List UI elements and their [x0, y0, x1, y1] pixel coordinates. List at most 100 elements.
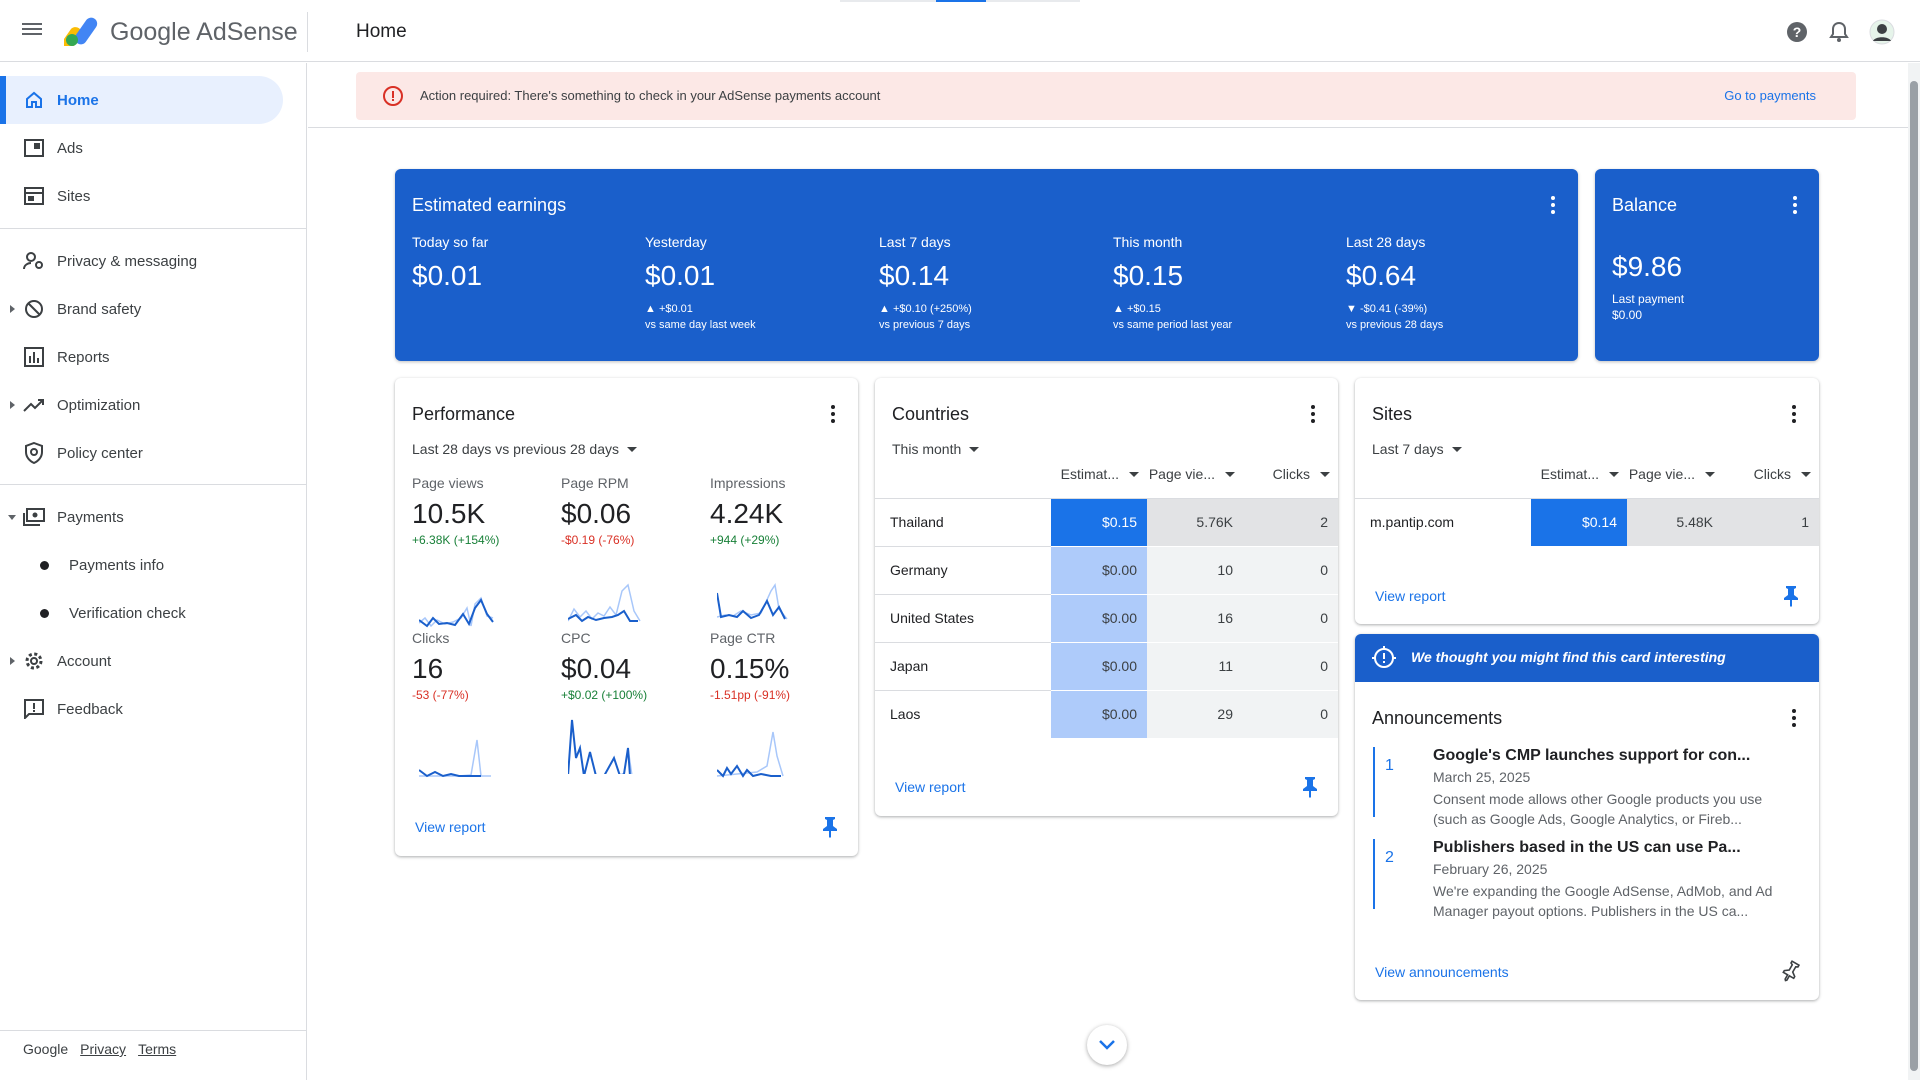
- column-header-page-views[interactable]: Page vie...: [1627, 451, 1723, 498]
- earnings-cell: $0.00: [1051, 546, 1147, 595]
- metric-page-rpm[interactable]: Page RPM $0.06 -$0.19 (-76%): [561, 475, 701, 547]
- period-compare: vs same day last week: [645, 319, 756, 331]
- earnings-yesterday: Yesterday $0.01 ▲ +$0.01 vs same day last…: [645, 234, 865, 333]
- sidebar-item-payments[interactable]: Payments: [8, 493, 283, 541]
- column-header-earnings[interactable]: Estimat...: [1531, 451, 1627, 498]
- card-title: Countries: [892, 404, 970, 424]
- more-options-icon[interactable]: [1782, 402, 1806, 426]
- loading-strip: [840, 0, 1080, 2]
- metric-value: 16: [412, 653, 444, 684]
- sidebar-item-label: Optimization: [57, 396, 141, 414]
- privacy-link[interactable]: Privacy: [80, 1041, 127, 1057]
- sidebar-item-feedback[interactable]: Feedback: [8, 685, 283, 733]
- period-label: Yesterday: [645, 234, 707, 250]
- performance-view-report-link[interactable]: View report: [415, 819, 486, 835]
- sidebar-item-payments-info[interactable]: Payments info: [8, 541, 283, 589]
- sidebar-item-account[interactable]: Account: [8, 637, 283, 685]
- bullet-icon: [40, 608, 49, 618]
- terms-link[interactable]: Terms: [138, 1041, 177, 1057]
- view-announcements-link[interactable]: View announcements: [1375, 964, 1509, 980]
- metric-clicks[interactable]: Clicks 16 -53 (-77%): [412, 630, 552, 702]
- table-row[interactable]: m.pantip.com $0.14 5.48K 1: [1355, 498, 1819, 547]
- table-header: Estimat... Page vie... Clicks: [1355, 451, 1819, 498]
- announcements-card: We thought you might find this card inte…: [1355, 634, 1819, 1000]
- expand-caret-icon: [10, 657, 15, 665]
- pin-icon[interactable]: [1781, 585, 1801, 607]
- trend-icon: [22, 393, 46, 417]
- sidebar-item-sites[interactable]: Sites: [8, 172, 283, 220]
- sidebar-item-privacy[interactable]: Privacy & messaging: [8, 237, 283, 285]
- sidebar-item-label: Ads: [57, 139, 83, 157]
- clicks-cell: 0: [1243, 690, 1338, 739]
- menu-icon[interactable]: [20, 20, 44, 44]
- metric-impressions[interactable]: Impressions 4.24K +944 (+29%): [710, 475, 850, 547]
- performance-card: Performance Last 28 days vs previous 28 …: [395, 378, 858, 856]
- pin-outline-icon[interactable]: [1781, 960, 1801, 982]
- metric-label: Impressions: [710, 475, 786, 491]
- dropdown-arrow-icon: [1451, 446, 1462, 452]
- table-row[interactable]: Japan $0.00 11 0: [875, 642, 1338, 691]
- table-row[interactable]: Thailand $0.15 5.76K 2: [875, 498, 1338, 547]
- sidebar-item-reports[interactable]: Reports: [8, 333, 283, 381]
- countries-view-report-link[interactable]: View report: [895, 779, 966, 795]
- countries-range-dropdown[interactable]: This month: [892, 441, 980, 457]
- period-compare: vs previous 7 days: [879, 319, 971, 331]
- table-row[interactable]: United States $0.00 16 0: [875, 594, 1338, 643]
- expand-caret-icon: [10, 401, 15, 409]
- country-name: United States: [875, 594, 1051, 643]
- more-options-icon[interactable]: [821, 402, 845, 426]
- metric-cpc[interactable]: CPC $0.04 +$0.02 (+100%): [561, 630, 701, 702]
- table-row[interactable]: Laos $0.00 29 0: [875, 690, 1338, 739]
- brand-name: Google AdSense: [110, 18, 298, 46]
- help-icon[interactable]: ?: [1784, 19, 1810, 45]
- sidebar-item-policy-center[interactable]: Policy center: [8, 429, 283, 477]
- balance-value: $9.86: [1612, 251, 1683, 282]
- last-payment-value: $0.00: [1612, 308, 1643, 322]
- sidebar-item-home[interactable]: Home: [0, 76, 283, 124]
- notifications-icon[interactable]: [1826, 19, 1852, 45]
- account-avatar[interactable]: [1869, 19, 1895, 45]
- more-options-icon[interactable]: [1541, 193, 1565, 217]
- go-to-payments-link[interactable]: Go to payments: [1724, 88, 1816, 103]
- estimated-earnings-card: Estimated earnings Today so far $0.01 Ye…: [395, 169, 1578, 361]
- sites-range-dropdown[interactable]: Last 7 days: [1372, 441, 1462, 457]
- sites-view-report-link[interactable]: View report: [1375, 588, 1446, 604]
- sidebar-item-brand-safety[interactable]: Brand safety: [8, 285, 283, 333]
- footer-google: Google: [23, 1041, 69, 1057]
- column-header-earnings[interactable]: Estimat...: [1051, 451, 1147, 498]
- scroll-down-button[interactable]: [1087, 1025, 1127, 1065]
- ads-icon: [22, 136, 46, 160]
- more-options-icon[interactable]: [1783, 193, 1807, 217]
- sidebar-item-optimization[interactable]: Optimization: [8, 381, 283, 429]
- page-views-cell: 5.76K: [1147, 498, 1243, 547]
- more-options-icon[interactable]: [1782, 706, 1806, 730]
- bullet-icon: [40, 560, 49, 570]
- table-row[interactable]: Germany $0.00 10 0: [875, 546, 1338, 595]
- header-divider: [307, 12, 308, 52]
- column-header-page-views[interactable]: Page vie...: [1147, 451, 1243, 498]
- suggestion-text: We thought you might find this card inte…: [1411, 649, 1726, 665]
- sites-card: Sites Last 7 days Estimat... Page vie...…: [1355, 378, 1819, 624]
- sidebar-item-label: Brand safety: [57, 300, 142, 318]
- metric-page-views[interactable]: Page views 10.5K +6.38K (+154%): [412, 475, 552, 547]
- page-scrollbar[interactable]: [1908, 63, 1920, 1080]
- period-label: This month: [1113, 234, 1183, 250]
- period-value: $0.01: [412, 260, 483, 291]
- clicks-cell: 0: [1243, 642, 1338, 691]
- more-options-icon[interactable]: [1301, 402, 1325, 426]
- dropdown-arrow-icon: [627, 446, 638, 452]
- sidebar-divider: [0, 484, 306, 485]
- card-title: Estimated earnings: [412, 195, 567, 215]
- card-title: Performance: [412, 404, 516, 424]
- dropdown-value: Last 28 days vs previous 28 days: [412, 441, 620, 457]
- pin-icon[interactable]: [1300, 776, 1320, 798]
- pin-icon[interactable]: [820, 816, 840, 838]
- adsense-logo: [64, 17, 98, 46]
- metric-page-ctr[interactable]: Page CTR 0.15% -1.51pp (-91%): [710, 630, 850, 702]
- sidebar-item-verification-check[interactable]: Verification check: [8, 589, 283, 637]
- sidebar-item-ads[interactable]: Ads: [8, 124, 283, 172]
- performance-range-dropdown[interactable]: Last 28 days vs previous 28 days: [412, 441, 638, 457]
- scrollbar-thumb[interactable]: [1910, 81, 1918, 1071]
- column-header-clicks[interactable]: Clicks: [1243, 451, 1338, 498]
- column-header-clicks[interactable]: Clicks: [1723, 451, 1819, 498]
